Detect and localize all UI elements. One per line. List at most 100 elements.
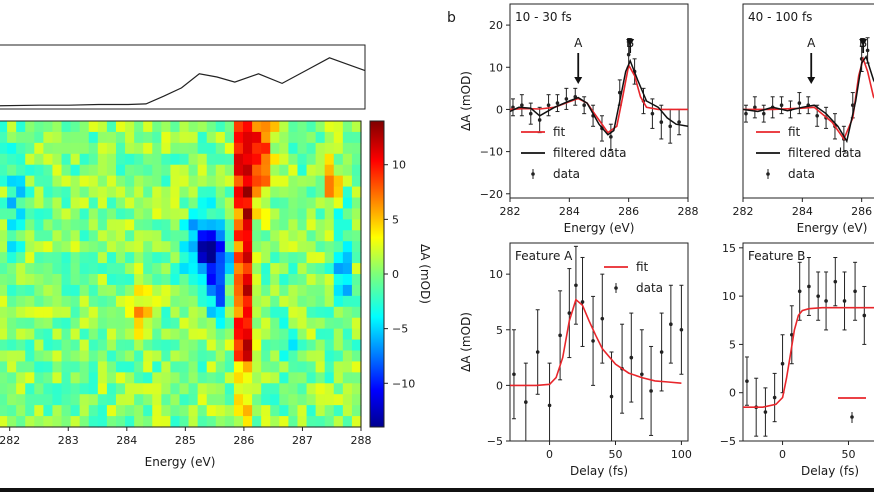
- heatmap-cell: [243, 350, 253, 363]
- heatmap-cell: [179, 241, 190, 253]
- heatmap-cell: [61, 252, 72, 264]
- x-tick-label: 0: [779, 448, 786, 461]
- heatmap-cell: [315, 153, 326, 166]
- heatmap-cell: [215, 208, 226, 220]
- heatmap-cell: [261, 175, 271, 188]
- heatmap-cell: [88, 405, 99, 417]
- heatmap-cell: [179, 219, 190, 231]
- heatmap-cell: [125, 263, 135, 275]
- heatmap-cell: [179, 383, 190, 395]
- heatmap-cell: [288, 142, 299, 155]
- heatmap-cell: [152, 164, 162, 177]
- heatmap-cell: [16, 263, 26, 275]
- heatmap-cell: [134, 142, 144, 155]
- heatmap-cell: [161, 317, 172, 330]
- heatmap-cell: [106, 197, 117, 210]
- heatmap-cell: [170, 252, 181, 264]
- heatmap-cell: [152, 208, 162, 220]
- heatmap-cell: [143, 142, 153, 155]
- heatmap-cell: [270, 241, 280, 253]
- heatmap-cell: [324, 350, 335, 363]
- heatmap-cell: [34, 164, 44, 177]
- y-tick-label: −5: [720, 435, 736, 448]
- heatmap-cell: [43, 274, 54, 286]
- heatmap-cell: [88, 361, 99, 373]
- heatmap-cell: [188, 186, 199, 199]
- heatmap-cell: [315, 306, 326, 319]
- heatmap-x-tick-label: 284: [116, 434, 137, 447]
- annotation-label: A: [574, 36, 583, 50]
- heatmap-cell: [79, 383, 90, 395]
- heatmap-cell: [152, 339, 162, 352]
- heatmap-cell: [288, 394, 299, 406]
- heatmap-cell: [324, 208, 335, 220]
- heatmap-cell: [270, 383, 280, 395]
- heatmap-x-tick-label: 285: [175, 434, 196, 447]
- heatmap-cell: [315, 339, 326, 352]
- heatmap-cell: [143, 394, 153, 406]
- heatmap-cell: [333, 405, 344, 417]
- heatmap-cell: [306, 284, 317, 297]
- heatmap-cell: [306, 328, 317, 341]
- heatmap-cell: [97, 197, 108, 210]
- heatmap-cell: [7, 186, 17, 199]
- heatmap-cell: [7, 175, 17, 188]
- heatmap-cell: [161, 142, 172, 155]
- heatmap-cell: [324, 121, 335, 133]
- heatmap-cell: [61, 142, 72, 155]
- heatmap-cell: [16, 328, 26, 341]
- heatmap-cell: [125, 405, 135, 417]
- heatmap-cell: [106, 142, 117, 155]
- heatmap-cell: [188, 263, 199, 275]
- data-point: [649, 389, 653, 393]
- heatmap-cell: [243, 121, 253, 133]
- heatmap-cell: [224, 328, 235, 341]
- heatmap-cell: [252, 175, 262, 188]
- heatmap-cell: [324, 186, 335, 199]
- x-axis-label: Energy (eV): [797, 221, 868, 235]
- heatmap-cell: [134, 175, 144, 188]
- heatmap-cell: [97, 230, 108, 242]
- heatmap-cell: [7, 241, 17, 253]
- heatmap-cell: [261, 306, 271, 319]
- heatmap-cell: [233, 197, 244, 210]
- heatmap-cell: [252, 295, 262, 308]
- heatmap-cell: [188, 142, 199, 155]
- colorbar-label: ΔA (mOD): [418, 244, 432, 304]
- data-point: [580, 300, 585, 304]
- heatmap-cell: [333, 208, 344, 220]
- heatmap-cell: [233, 284, 244, 297]
- heatmap-cell: [0, 350, 8, 363]
- heatmap-cell: [261, 405, 271, 417]
- heatmap-cell: [43, 383, 54, 395]
- heatmap-cell: [97, 284, 108, 297]
- heatmap-cell: [79, 274, 90, 286]
- heatmap-cell: [52, 252, 63, 264]
- heatmap-cell: [342, 153, 353, 166]
- fit-line: [510, 62, 688, 134]
- heatmap-cell: [7, 306, 17, 319]
- heatmap-cell: [324, 416, 335, 428]
- heatmap-cell: [161, 361, 172, 373]
- heatmap-cell: [88, 328, 99, 341]
- heatmap-cell: [34, 230, 44, 242]
- heatmap-cell: [143, 295, 153, 308]
- heatmap-cell: [170, 142, 181, 155]
- heatmap-cell: [0, 383, 8, 395]
- heatmap-cell: [342, 131, 353, 144]
- heatmap-cell: [197, 121, 208, 133]
- heatmap-cell: [143, 252, 153, 264]
- heatmap-cell: [106, 186, 117, 199]
- heatmap-cell: [152, 153, 162, 166]
- heatmap-cell: [342, 306, 353, 319]
- heatmap-cell: [134, 230, 144, 242]
- heatmap-cell: [243, 219, 253, 231]
- heatmap-cell: [351, 252, 362, 264]
- heatmap-cell: [106, 416, 117, 428]
- heatmap-cell: [152, 306, 162, 319]
- heatmap-cell: [16, 405, 26, 417]
- heatmap-cell: [70, 230, 81, 242]
- heatmap-cell: [34, 131, 44, 144]
- heatmap-cell: [324, 383, 335, 395]
- heatmap-cell: [0, 175, 8, 188]
